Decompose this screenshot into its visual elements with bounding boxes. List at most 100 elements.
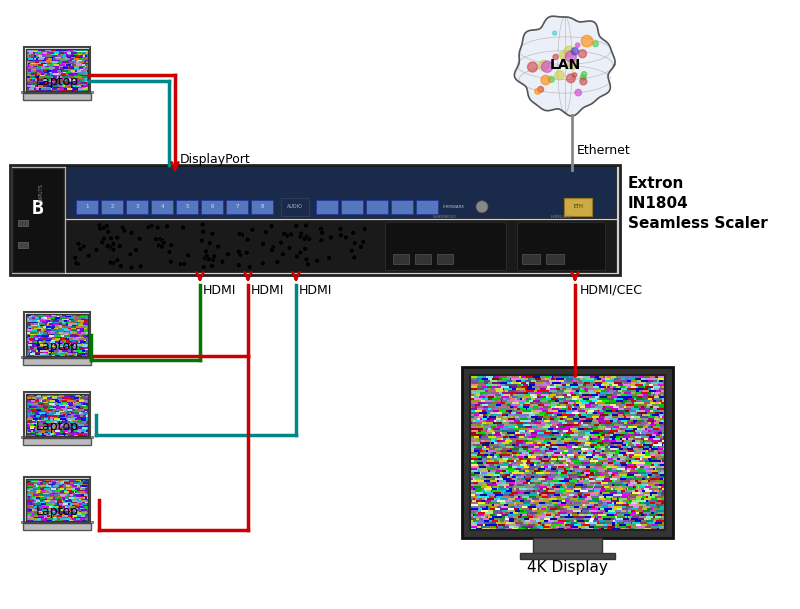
Bar bbox=[565, 520, 570, 522]
Bar bbox=[75, 512, 77, 513]
Bar bbox=[537, 466, 538, 468]
Bar bbox=[477, 522, 479, 524]
Bar bbox=[535, 468, 537, 470]
Bar bbox=[499, 476, 502, 478]
Bar bbox=[37, 481, 42, 482]
Bar bbox=[563, 518, 568, 520]
Bar bbox=[492, 504, 494, 506]
Bar bbox=[478, 414, 483, 416]
Bar bbox=[73, 401, 74, 403]
Bar bbox=[650, 424, 657, 426]
Bar bbox=[50, 417, 52, 418]
Bar bbox=[597, 430, 603, 432]
Bar bbox=[45, 404, 46, 406]
Bar bbox=[86, 326, 88, 328]
Bar bbox=[85, 64, 87, 66]
Bar bbox=[26, 88, 30, 90]
Bar bbox=[618, 402, 622, 404]
Bar bbox=[86, 345, 88, 347]
Bar bbox=[86, 504, 88, 506]
Bar bbox=[551, 402, 559, 404]
Bar bbox=[590, 432, 594, 434]
Bar bbox=[518, 384, 521, 386]
Bar bbox=[53, 348, 58, 350]
Bar bbox=[76, 398, 79, 400]
Bar bbox=[573, 492, 577, 494]
Bar bbox=[36, 395, 41, 397]
Bar bbox=[659, 528, 663, 530]
Bar bbox=[625, 430, 631, 432]
Bar bbox=[611, 474, 614, 476]
Circle shape bbox=[154, 237, 158, 242]
Bar bbox=[662, 430, 665, 432]
Bar bbox=[502, 436, 507, 438]
Bar bbox=[535, 484, 540, 486]
Bar bbox=[634, 476, 636, 478]
Bar bbox=[646, 384, 650, 386]
Bar bbox=[560, 490, 566, 492]
Bar bbox=[499, 460, 507, 462]
Bar bbox=[546, 412, 554, 414]
Bar bbox=[35, 57, 38, 58]
Bar bbox=[38, 504, 42, 506]
Bar bbox=[628, 382, 630, 384]
Bar bbox=[79, 432, 82, 433]
Bar bbox=[558, 440, 562, 442]
Bar bbox=[26, 314, 88, 356]
Bar bbox=[58, 337, 62, 338]
Bar bbox=[593, 452, 601, 454]
Bar bbox=[523, 424, 525, 426]
Bar bbox=[82, 404, 86, 406]
Bar bbox=[28, 417, 32, 418]
Bar bbox=[59, 52, 64, 54]
Bar bbox=[483, 524, 485, 526]
Bar bbox=[53, 394, 58, 395]
Bar bbox=[32, 412, 35, 414]
Bar bbox=[489, 424, 497, 426]
Bar bbox=[576, 468, 578, 470]
Bar bbox=[644, 502, 650, 504]
Bar bbox=[53, 487, 54, 488]
Bar bbox=[541, 522, 543, 524]
Bar bbox=[563, 442, 565, 444]
Bar bbox=[44, 479, 46, 481]
Bar bbox=[78, 503, 82, 504]
Bar bbox=[548, 454, 550, 456]
Bar bbox=[600, 396, 606, 398]
Bar bbox=[628, 438, 629, 440]
Bar bbox=[604, 468, 607, 470]
Bar bbox=[49, 71, 52, 73]
Bar bbox=[470, 520, 471, 522]
Bar bbox=[52, 501, 54, 503]
Bar bbox=[496, 386, 498, 388]
Bar bbox=[648, 380, 653, 382]
Bar bbox=[552, 502, 557, 504]
Bar bbox=[87, 487, 88, 488]
Bar bbox=[77, 354, 82, 356]
Bar bbox=[624, 446, 629, 448]
Bar bbox=[488, 516, 492, 518]
Bar bbox=[640, 458, 642, 460]
Bar bbox=[658, 404, 665, 406]
Bar bbox=[57, 83, 58, 85]
Bar bbox=[82, 485, 86, 487]
Bar bbox=[70, 74, 74, 76]
Bar bbox=[518, 444, 519, 446]
Bar bbox=[482, 508, 487, 510]
Bar bbox=[68, 54, 71, 55]
Circle shape bbox=[338, 233, 343, 238]
Bar bbox=[72, 345, 76, 347]
Bar bbox=[658, 490, 661, 492]
Bar bbox=[654, 518, 659, 520]
Bar bbox=[658, 416, 660, 418]
Bar bbox=[628, 526, 630, 528]
Bar bbox=[506, 480, 509, 482]
Bar bbox=[556, 468, 563, 470]
Bar bbox=[497, 424, 504, 426]
Bar bbox=[50, 423, 52, 424]
Bar bbox=[529, 508, 532, 510]
Bar bbox=[70, 426, 75, 427]
Bar bbox=[488, 434, 492, 436]
Bar bbox=[616, 398, 622, 400]
Bar bbox=[636, 488, 641, 490]
